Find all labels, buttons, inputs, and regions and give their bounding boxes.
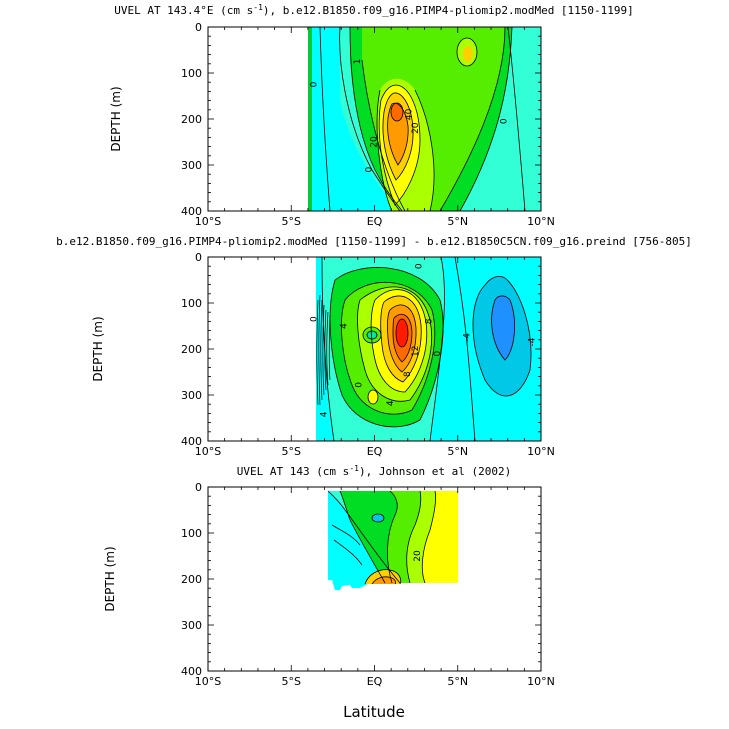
panel-1-fill-secondary-core [463,46,473,62]
contour-label: -4 [528,337,538,346]
contour-label: 0 [310,316,320,322]
x-tick-label: 10°S [195,445,221,458]
panel-2-edge-contours [316,294,331,406]
panel-2-fill-deep-blob [368,390,378,404]
y-tick-label: 400 [181,205,202,218]
y-tick-label: 0 [195,21,202,34]
x-tick-label: EQ [367,675,383,688]
y-tick-label: 200 [181,113,202,126]
contour-label: 4 [386,400,396,406]
contour-label: -4 [463,333,473,342]
y-axis-label: DEPTH (m) [109,86,123,151]
x-tick-label: 10°S [195,675,221,688]
y-axis-label: DEPTH (m) [103,546,117,611]
x-tick-label: 5°N [447,445,468,458]
contour-label: 1 [353,59,363,65]
panel-1-fill-green-edge [308,27,312,211]
contour-label: 8 [424,318,434,324]
x-axis-label: Latitude [343,703,405,721]
contour-label: 0 [414,263,424,269]
contour-label: 0 [310,81,320,87]
y-tick-label: 200 [181,343,202,356]
x-tick-label: 5°S [282,675,301,688]
y-tick-label: 100 [181,67,202,80]
y-tick-label: 300 [181,389,202,402]
contour-label: 0 [365,166,375,172]
contour-label: 12 [411,346,421,357]
y-tick-label: 300 [181,619,202,632]
x-tick-label: 10°N [527,215,555,228]
contour-label: 20 [370,136,380,148]
x-tick-label: EQ [367,445,383,458]
y-tick-label: 100 [181,297,202,310]
panel-1-contour-field: 0 1 20 40 20 0 0 [308,27,541,211]
contour-label: 20 [411,122,421,134]
panel-3: UVEL AT 143 (cm s-1), Johnson et al (200… [103,464,555,689]
panel-1: UVEL AT 143.4°E (cm s-1), b.e12.B1850.f0… [109,3,634,229]
panel-3-title: UVEL AT 143 (cm s-1), Johnson et al (200… [237,464,512,479]
panel-2-fill-core [396,319,408,347]
x-tick-label: 5°S [282,445,301,458]
panel-3-contour-labels: 20 [413,550,423,562]
panel-2-fill-eq-core [367,331,377,339]
panel-2-title: b.e12.B1850.f09_g16.PIMP4-pliomip2.modMe… [56,235,692,248]
x-tick-label: 10°S [195,215,221,228]
contour-label: 40 [404,108,414,120]
contour-label: 8 [403,371,413,377]
panel-2-contour-labels: 0 4 8 12 8 0 0 0 4 4 -4 -4 [310,263,538,417]
contour-label: 0 [355,382,365,388]
panel-3-fill-yellow [422,491,458,583]
panel-3-contour-lines [327,490,437,585]
x-tick-label: EQ [367,215,383,228]
contour-label: 4 [340,323,350,329]
y-axis-label: DEPTH (m) [91,316,105,381]
panel-2-contour-field: 0 4 8 12 8 0 0 0 4 4 -4 -4 [310,257,541,441]
panel-3-fill-surface-blue [372,514,384,522]
panel-1-title: UVEL AT 143.4°E (cm s-1), b.e12.B1850.f0… [114,3,634,18]
contour-label: 4 [320,411,330,417]
panel-2: b.e12.B1850.f09_g16.PIMP4-pliomip2.modMe… [56,235,692,458]
panel-1-contour-labels: 0 1 20 40 20 0 0 [310,59,510,173]
x-tick-label: 5°S [282,215,301,228]
x-tick-label: 10°N [527,675,555,688]
y-tick-label: 0 [195,251,202,264]
x-tick-label: 5°N [447,675,468,688]
x-tick-label: 10°N [527,445,555,458]
contour-label: 0 [499,118,509,124]
y-tick-label: 400 [181,665,202,678]
panel-3-axes: 10°S 5°S EQ 5°N 10°N 0 100 200 300 400 DEPTH (m) [103,481,555,688]
y-tick-label: 300 [181,159,202,172]
contour-label: 20 [413,550,423,562]
panel-3-contour-field: 20 [327,490,458,590]
contour-label: 0 [433,350,443,356]
y-tick-label: 100 [181,527,202,540]
x-tick-label: 5°N [447,215,468,228]
panel-2-fill-blue-core [491,295,515,360]
panel-1-contour-lines [319,27,526,211]
y-tick-label: 0 [195,481,202,494]
panel-2-contour-lines [321,257,532,441]
y-tick-label: 200 [181,573,202,586]
panel-1-fill-core [391,103,403,121]
y-tick-label: 400 [181,435,202,448]
